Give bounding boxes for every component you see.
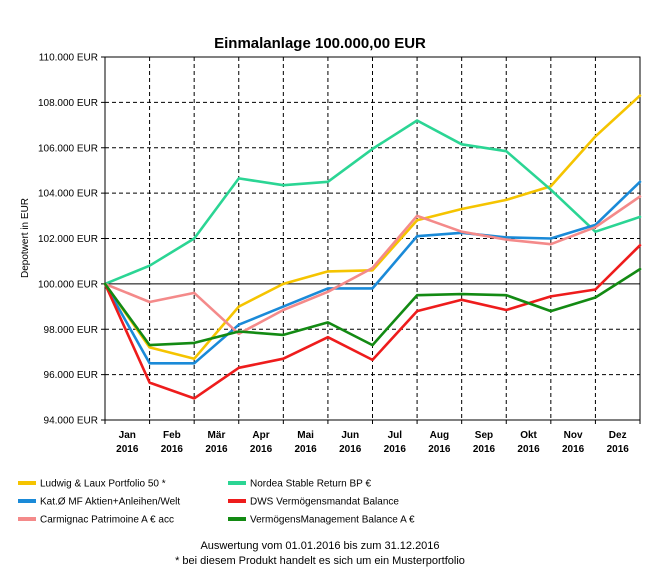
- x-tick-label-month: Okt: [520, 430, 537, 441]
- series-line: [103, 180, 642, 365]
- y-axis-label: Depotwert in EUR: [20, 198, 31, 278]
- series-line: [103, 94, 642, 361]
- series-line: [103, 119, 642, 286]
- x-tick-label-year: 2016: [428, 444, 451, 455]
- y-tick-label: 98.000 EUR: [44, 325, 98, 336]
- legend-entry-label: Carmignac Patrimoine A € acc: [40, 515, 174, 526]
- x-tick-label-year: 2016: [384, 444, 407, 455]
- footer-date-range: Auswertung vom 01.01.2016 bis zum 31.12.…: [200, 540, 439, 552]
- axes: 94.000 EUR 96.000 EUR 98.000 EUR 100.000 EU…: [38, 53, 641, 455]
- x-tick-label-month: Jun: [341, 430, 359, 441]
- y-tick-label: 110.000 EUR: [39, 53, 98, 64]
- x-tick-label-month: Feb: [163, 430, 181, 441]
- x-tick-label-year: 2016: [607, 444, 630, 455]
- legend-entry-label: VermögensManagement Balance A €: [250, 515, 415, 526]
- y-tick-label: 102.000 EUR: [38, 234, 98, 245]
- y-tick-label: 108.000 EUR: [38, 98, 98, 109]
- x-tick-label-month: Apr: [252, 430, 269, 441]
- chart-title: Einmalanlage 100.000,00 EUR: [214, 35, 426, 52]
- x-tick-label-year: 2016: [562, 444, 585, 455]
- y-tick-label: 100.000 EUR: [38, 279, 98, 290]
- x-tick-label-year: 2016: [205, 444, 228, 455]
- x-tick-label-month: Dez: [609, 430, 627, 441]
- y-tick-label: 104.000 EUR: [38, 189, 98, 200]
- x-tick-label-year: 2016: [339, 444, 362, 455]
- x-tick-label-month: Aug: [430, 430, 449, 441]
- x-tick-label-month: Mär: [208, 430, 226, 441]
- series-lines: [103, 94, 642, 400]
- x-tick-label-month: Mai: [297, 430, 314, 441]
- x-tick-label-month: Jul: [388, 430, 403, 441]
- x-tick-label-year: 2016: [517, 444, 540, 455]
- series-line: [103, 267, 642, 347]
- legend: Ludwig & Laux Portfolio 50 * Nordea Stabl…: [18, 479, 415, 526]
- legend-entry-label: Nordea Stable Return BP €: [250, 479, 371, 490]
- x-tick-label-month: Nov: [564, 430, 583, 441]
- x-tick-label-month: Sep: [475, 430, 493, 441]
- legend-entry-label: Ludwig & Laux Portfolio 50 *: [40, 479, 166, 490]
- x-tick-label-year: 2016: [250, 444, 273, 455]
- legend-entry-label: DWS Vermögensmandat Balance: [250, 497, 399, 508]
- y-tick-label: 106.000 EUR: [38, 143, 98, 154]
- legend-entry-label: Kat.Ø MF Aktien+Anleihen/Welt: [40, 497, 180, 508]
- x-tick-label-year: 2016: [116, 444, 139, 455]
- x-tick-label-year: 2016: [473, 444, 496, 455]
- y-tick-label: 96.000 EUR: [44, 370, 98, 381]
- y-tick-label: 94.000 EUR: [44, 416, 98, 427]
- series-line: [103, 195, 642, 336]
- series-line: [103, 244, 642, 400]
- x-tick-label-year: 2016: [161, 444, 184, 455]
- x-tick-label-year: 2016: [295, 444, 318, 455]
- footer-note: * bei diesem Produkt handelt es sich um …: [175, 555, 465, 567]
- x-tick-label-month: Jan: [119, 430, 136, 441]
- grid: [105, 57, 640, 420]
